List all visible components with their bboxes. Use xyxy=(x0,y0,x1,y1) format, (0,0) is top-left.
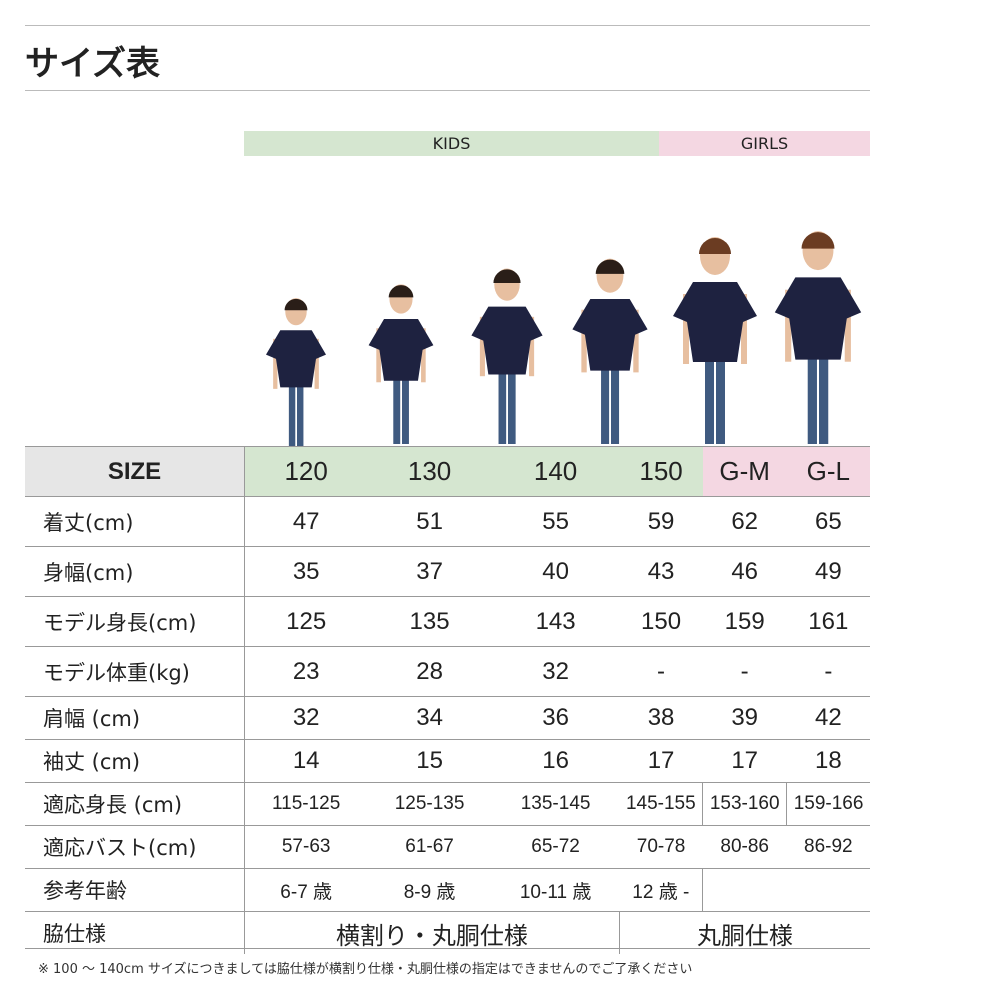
cell: 横割り・丸胴仕様 xyxy=(244,911,620,954)
table-row: 脇仕様 横割り・丸胴仕様 丸胴仕様 xyxy=(25,911,870,954)
cell: 47 xyxy=(244,496,368,547)
row-label: 着丈(cm) xyxy=(25,496,245,547)
table-row: 肩幅 (cm) 32 34 36 38 39 42 xyxy=(25,696,870,740)
table-row: モデル体重(kg) 23 28 32- - - xyxy=(25,646,870,697)
cell: 159 xyxy=(702,596,787,647)
size-header-row: SIZE 120 130 140 150 G-M G-L xyxy=(25,446,870,497)
cell: 38 xyxy=(619,696,703,740)
cell: 15 xyxy=(367,739,492,783)
cell: 62 xyxy=(702,496,787,547)
cell: 43 xyxy=(619,546,703,597)
cell: 70-78 xyxy=(619,825,703,869)
cell: 159-166 xyxy=(786,782,870,826)
size-header-label: SIZE xyxy=(25,446,245,497)
table-row: 袖丈 (cm) 14 15 16 17 17 18 xyxy=(25,739,870,783)
model-figure xyxy=(673,237,757,444)
size-gm: G-M xyxy=(702,446,787,497)
cell: 57-63 xyxy=(244,825,368,869)
cell: 42 xyxy=(786,696,870,740)
top-divider xyxy=(25,25,870,26)
size-130: 130 xyxy=(367,446,492,497)
cell: 125 xyxy=(244,596,368,647)
cell: 32 xyxy=(491,646,620,697)
table-bottom xyxy=(25,948,870,949)
cell: 145-155 xyxy=(619,782,703,826)
cell: 8-9 歳 xyxy=(367,868,492,912)
cell: 143 xyxy=(491,596,620,647)
cell: 153-160 xyxy=(702,782,787,826)
row-label: モデル身長(cm) xyxy=(25,596,245,647)
model-figure xyxy=(266,298,326,446)
cell: 135 xyxy=(367,596,492,647)
table-row: 身幅(cm) 35 37 40 43 46 49 xyxy=(25,546,870,597)
size-table: SIZE 120 130 140 150 G-M G-L 着丈(cm) 47 51 5… xyxy=(25,446,870,954)
cell: 80-86 xyxy=(702,825,787,869)
page-title: サイズ表 xyxy=(25,44,160,84)
row-label: 適応バスト(cm) xyxy=(25,825,245,869)
cell: 161 xyxy=(786,596,870,647)
row-label: 肩幅 (cm) xyxy=(25,696,245,740)
table-row: 着丈(cm) 47 51 55 59 62 65 xyxy=(25,496,870,547)
cell: 49 xyxy=(786,546,870,597)
cell: 86-92 xyxy=(786,825,870,869)
cell: - xyxy=(619,646,703,697)
cell: 65-72 xyxy=(491,825,620,869)
row-label: 袖丈 (cm) xyxy=(25,739,245,783)
cell: 40 xyxy=(491,546,620,597)
title-divider xyxy=(25,90,870,91)
girls-group-label: GIRLS xyxy=(659,131,870,156)
model-figure xyxy=(774,231,862,444)
cell: 34 xyxy=(367,696,492,740)
cell: 61-67 xyxy=(367,825,492,869)
model-figure xyxy=(572,258,648,444)
model-figure xyxy=(471,268,543,444)
cell: 125-135 xyxy=(367,782,492,826)
cell-empty xyxy=(702,868,870,912)
size-120: 120 xyxy=(244,446,368,497)
table-row: モデル身長(cm) 125 135 143 150 159 161 xyxy=(25,596,870,647)
row-label: 参考年齢 xyxy=(25,868,245,912)
cell: 17 xyxy=(702,739,787,783)
cell: 46 xyxy=(702,546,787,597)
cell: 16 xyxy=(491,739,620,783)
table-row: 参考年齢 6-7 歳 8-9 歳 10-11 歳 12 歳 - xyxy=(25,868,870,912)
cell: 51 xyxy=(367,496,492,547)
cell: 55 xyxy=(491,496,620,547)
kids-group-label: KIDS xyxy=(244,131,659,156)
cell: 14 xyxy=(244,739,368,783)
row-label: 適応身長 (cm) xyxy=(25,782,245,826)
cell: 65 xyxy=(786,496,870,547)
cell: 150 xyxy=(619,596,703,647)
footnote: ※ 100 〜 140cm サイズにつきましては脇仕様が横割り仕様・丸胴仕様の指… xyxy=(38,962,693,977)
cell: 32 xyxy=(244,696,368,740)
row-label: 脇仕様 xyxy=(25,911,245,954)
cell: 6-7 歳 xyxy=(244,868,368,912)
row-label: 身幅(cm) xyxy=(25,546,245,597)
cell: 17 xyxy=(619,739,703,783)
cell: 37 xyxy=(367,546,492,597)
cell: 115-125 xyxy=(244,782,368,826)
size-gl: G-L xyxy=(786,446,870,497)
table-row: 適応身長 (cm) 115-125 125-135 135-145 145-155 153… xyxy=(25,782,870,826)
cell: 18 xyxy=(786,739,870,783)
cell: - xyxy=(786,646,870,697)
cell: - xyxy=(702,646,787,697)
cell: 丸胴仕様 xyxy=(618,911,870,954)
cell: 59 xyxy=(619,496,703,547)
cell: 135-145 xyxy=(491,782,620,826)
cell: 23 xyxy=(244,646,368,697)
cell: 28 xyxy=(367,646,492,697)
row-label: モデル体重(kg) xyxy=(25,646,245,697)
size-140: 140 xyxy=(491,446,620,497)
cell: 39 xyxy=(702,696,787,740)
size-150: 150 xyxy=(619,446,703,497)
cell: 10-11 歳 xyxy=(491,868,620,912)
cell: 36 xyxy=(491,696,620,740)
cell: 35 xyxy=(244,546,368,597)
model-figure xyxy=(368,284,434,444)
cell: 12 歳 - xyxy=(619,868,703,912)
table-row: 適応バスト(cm) 57-63 61-67 65-72 70-78 80-86 86-92 xyxy=(25,825,870,869)
